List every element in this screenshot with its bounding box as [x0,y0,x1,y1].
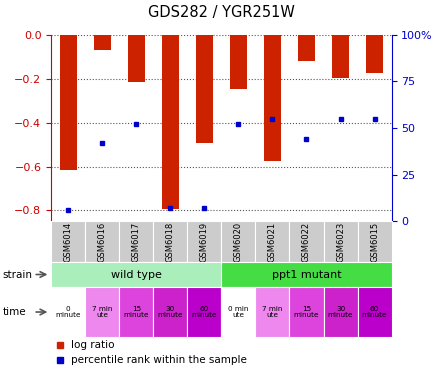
Bar [290,221,324,262]
Text: strain: strain [2,269,32,280]
Bar [264,35,281,161]
Text: 7 min
ute: 7 min ute [262,306,283,318]
Bar [119,287,153,337]
Bar [85,287,119,337]
Text: 0
minute: 0 minute [56,306,81,318]
Text: GSM6022: GSM6022 [302,221,311,262]
Bar [162,35,179,209]
Bar [255,287,290,337]
Text: 15
minute: 15 minute [294,306,319,318]
Text: GSM6019: GSM6019 [200,221,209,262]
Bar [358,221,392,262]
Bar [358,287,392,337]
Bar [332,35,349,78]
Bar [153,221,187,262]
Text: GSM6018: GSM6018 [166,221,175,262]
Bar [324,287,358,337]
Bar [187,287,222,337]
Text: GSM6020: GSM6020 [234,221,243,262]
Text: GDS282 / YGR251W: GDS282 / YGR251W [148,5,295,20]
Text: 60
minute: 60 minute [192,306,217,318]
Text: GSM6014: GSM6014 [64,221,73,262]
Bar [187,221,222,262]
Bar [153,287,187,337]
Bar [60,35,77,170]
Text: wild type: wild type [111,269,162,280]
Bar [298,35,315,61]
Text: 15
minute: 15 minute [124,306,149,318]
Bar [51,262,222,287]
Bar [290,287,324,337]
Text: 60
minute: 60 minute [362,306,387,318]
Text: 7 min
ute: 7 min ute [92,306,113,318]
Bar [128,35,145,82]
Text: GSM6015: GSM6015 [370,221,379,262]
Bar [51,221,85,262]
Bar [196,35,213,143]
Text: time: time [2,307,26,317]
Bar [85,221,119,262]
Bar [255,221,290,262]
Text: GSM6023: GSM6023 [336,221,345,262]
Bar [222,287,255,337]
Text: percentile rank within the sample: percentile rank within the sample [71,355,247,365]
Bar [324,221,358,262]
Bar [230,35,247,89]
Bar [119,221,153,262]
Bar [51,287,85,337]
Text: ppt1 mutant: ppt1 mutant [272,269,341,280]
Text: GSM6021: GSM6021 [268,221,277,262]
Bar [222,262,392,287]
Text: GSM6016: GSM6016 [98,221,107,262]
Text: 30
minute: 30 minute [158,306,183,318]
Text: GSM6017: GSM6017 [132,221,141,262]
Bar [94,35,111,50]
Text: log ratio: log ratio [71,340,114,350]
Bar [366,35,383,73]
Text: 30
minute: 30 minute [328,306,353,318]
Bar [222,221,255,262]
Text: 0 min
ute: 0 min ute [228,306,249,318]
